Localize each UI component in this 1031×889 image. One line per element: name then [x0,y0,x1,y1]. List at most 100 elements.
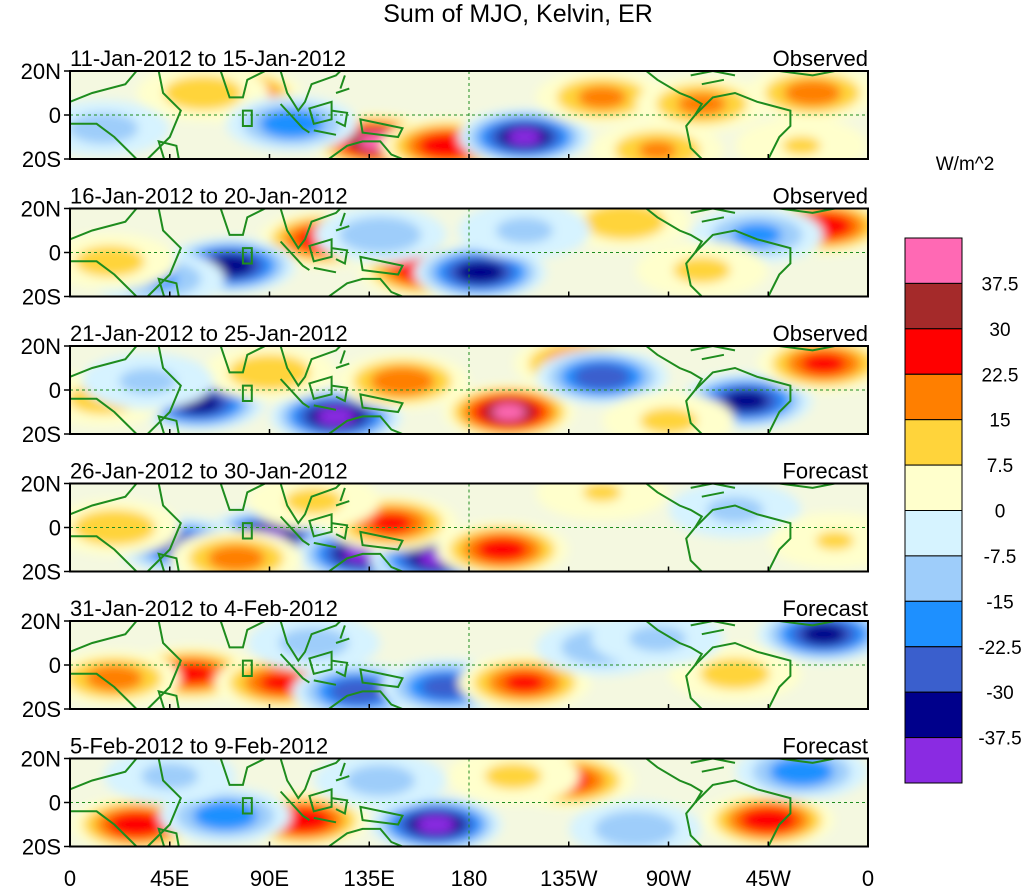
coastline-7 [331,797,349,815]
anomaly-6-level-3 [370,513,413,534]
coastline-6 [359,530,404,551]
y-tick-label: 0 [49,241,61,266]
coastline-10 [645,621,704,709]
anomaly-3-level-2 [370,366,435,396]
panel-date-range: 26-Jan-2012 to 30-Jan-2012 [70,459,348,484]
y-tick-label: 0 [49,378,61,403]
coastline-5 [308,650,333,676]
anomaly-6-level-4 [801,623,846,645]
colorbar-box-5 [904,419,963,466]
x-tick-label: 0 [862,866,874,889]
x-tick-label: 45W [746,866,791,889]
coastline-14 [157,552,180,572]
coastline-1 [70,483,182,572]
colorbar-box-12 [904,737,963,784]
coastlines [70,208,835,297]
colorbar-box-3 [904,328,963,375]
coastline-3 [279,621,342,663]
y-tick-label: 20N [21,747,61,772]
figure-title: Sum of MJO, Kelvin, ER [383,0,653,28]
coastlines [70,621,835,709]
anomaly-7-level-2 [769,758,834,787]
panel-status: Forecast [782,734,868,759]
coastline-5 [308,237,333,263]
y-tick-label: 20N [21,59,61,84]
panel-date-range: 16-Jan-2012 to 20-Jan-2012 [70,184,348,209]
coastline-7 [331,384,349,403]
coastline-3 [279,483,342,525]
coastline-13 [779,621,835,627]
anomaly-6-level-4 [724,390,768,412]
anomaly-7-level-2 [85,665,143,692]
anomaly-10-level-1 [582,483,622,502]
coastline-13 [779,483,835,489]
coastline-3 [279,71,342,113]
y-tick-label: 0 [49,791,61,816]
y-tick-label: 20N [21,472,61,497]
coastline-10 [645,346,704,434]
panel-status: Observed [773,184,868,209]
anomaly-field [70,758,868,847]
coastline-12 [690,758,736,773]
panel-date-range: 31-Jan-2012 to 4-Feb-2012 [70,596,338,621]
coastline-14 [157,277,180,297]
coastlines [70,71,835,159]
coastline-7 [331,247,349,265]
anomaly-7-level-3 [801,352,847,375]
coastline-15 [241,659,253,677]
coastline-14 [157,140,180,159]
panel-date-range: 11-Jan-2012 to 15-Jan-2012 [70,46,346,71]
coastline-2 [219,483,266,511]
anomaly-7-level-2 [207,545,265,572]
colorbar-label: 0 [995,502,1006,523]
colorbar-label: -37.5 [978,729,1021,750]
y-tick-label: 20N [21,334,61,359]
anomaly-1-level-5 [316,407,356,426]
colorbar-label: 30 [989,320,1010,341]
coastline-15 [241,247,253,265]
anomaly-10-level-0 [536,483,668,521]
anomaly-field [70,208,868,297]
anomaly-12-level-1 [75,245,145,277]
panel-field [70,208,868,297]
x-tick-label: 180 [451,866,488,889]
coastlines [70,758,835,847]
panel-field [70,71,868,159]
coastline-8 [321,827,403,847]
coastline-14 [157,690,180,709]
colorbar-label: 37.5 [982,274,1019,295]
anomaly-12-level-1 [815,531,854,550]
coastline-3 [279,758,342,800]
coastline-12 [690,346,736,361]
colorbar-box-9 [904,600,963,648]
anomaly-11-level-1 [119,368,177,395]
coastline-15 [241,109,253,127]
anomaly-11-level-2 [638,140,677,159]
panel-field [70,621,868,709]
x-tick-label: 45E [150,866,189,889]
anomaly-11-level-1 [673,257,731,284]
coastline-13 [779,208,835,214]
coastline-14 [157,827,180,847]
coastline-5 [308,375,333,401]
anomaly-9-level-1 [345,765,416,796]
colorbar-label: 15 [989,411,1010,432]
anomaly-8-level-1 [594,810,677,847]
anomaly-6-level-1 [583,208,666,240]
x-tick-label: 90E [250,866,289,889]
coastline-11 [694,504,792,572]
panel-5: 20N 0 20S 31-Jan-2012 to 4-Feb-2012 Forecast [21,596,869,722]
coastline-13 [779,758,835,764]
coastline-9 [335,762,350,782]
coastline-2 [219,621,266,649]
anomaly-3-level-3 [108,811,165,838]
coastline-2 [219,208,266,236]
y-tick-label: 0 [49,653,61,678]
coastline-11 [694,91,792,159]
anomaly-9-level-1 [706,496,764,523]
anomaly-4-level-5 [492,403,526,421]
x-axis: 0 45E 90E 135E 180 135W 90W 45W 0 [64,866,874,889]
coastline-9 [335,75,350,94]
panels-group: 20N 0 20S 11-Jan-2012 to 15-Jan-2012 Observe… [21,46,869,860]
coastline-12 [690,483,736,498]
